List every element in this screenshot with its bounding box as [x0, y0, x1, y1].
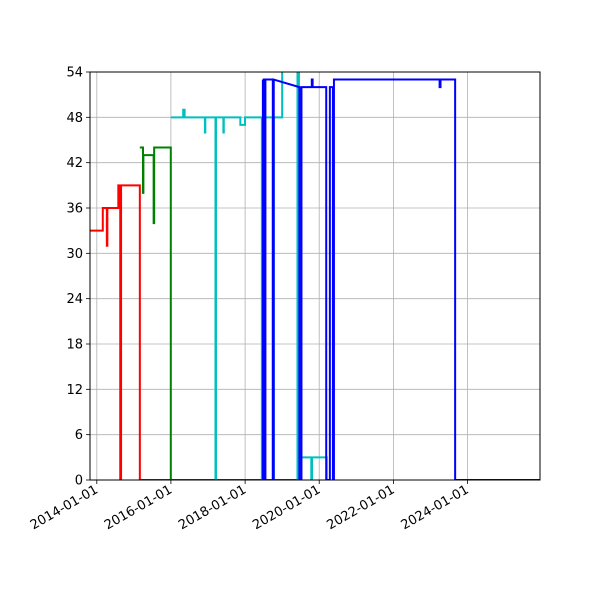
y-tick-label: 42: [66, 156, 83, 171]
series-line-4: [261, 78, 540, 480]
y-tick-label: 54: [66, 66, 83, 81]
y-tick-label: 18: [66, 338, 83, 353]
series-line-1: [90, 184, 299, 480]
x-tick-label: 2016-01-01: [102, 482, 175, 533]
x-tick-label: 2014-01-01: [28, 482, 101, 533]
y-tick-label: 12: [66, 383, 83, 398]
series-line-2: [139, 146, 172, 480]
y-tick-label: 48: [66, 111, 83, 126]
x-tick-label: 2024-01-01: [399, 482, 472, 533]
y-tick-label: 24: [66, 292, 83, 307]
gridlines: [90, 71, 540, 481]
series-layer: [90, 72, 540, 480]
plot-background: [90, 72, 540, 480]
y-tick-label: 0: [75, 474, 83, 489]
x-tick-label: 2018-01-01: [176, 482, 249, 533]
plot-frame: [89, 71, 541, 481]
y-tick-label: 6: [75, 428, 83, 443]
x-tick-label: 2020-01-01: [250, 482, 323, 533]
x-tick-label: 2022-01-01: [324, 482, 397, 533]
y-tick-label: 30: [66, 247, 83, 262]
y-tick-label: 36: [66, 202, 83, 217]
